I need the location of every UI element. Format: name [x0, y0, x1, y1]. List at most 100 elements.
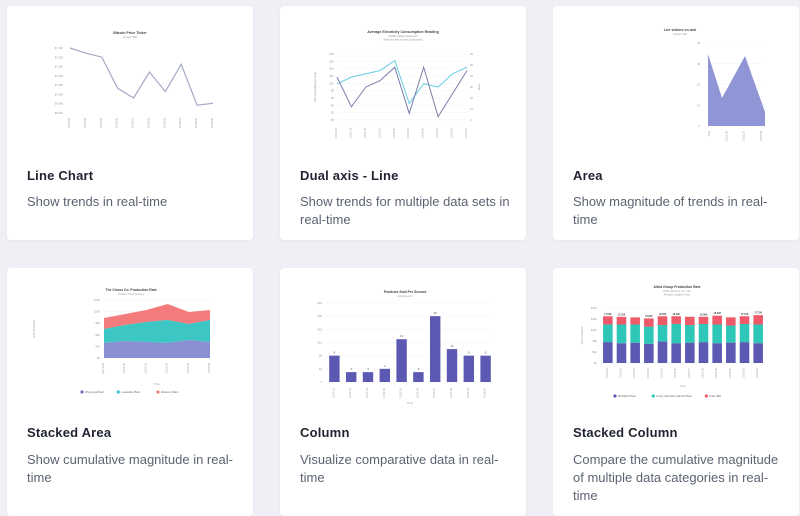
area-band-wyoming	[104, 340, 210, 358]
legend-label: Louisville Plant	[121, 390, 140, 394]
y-tick-label: $0	[97, 356, 100, 360]
x-axis-label: Time	[407, 401, 413, 405]
y-tick-label: $16	[330, 59, 335, 63]
y-tick-label: 40	[697, 41, 700, 45]
x-axis-label: Time	[154, 382, 160, 386]
stacked-column-card[interactable]: Altria Group Production Rate Philip Morri…	[553, 268, 799, 516]
series-line-rate	[336, 65, 468, 118]
x-tick-label: 13:56:03	[162, 117, 166, 128]
y-tick-label: 50	[470, 63, 473, 67]
x-tick-label: 13:56:06	[210, 117, 214, 128]
x-tick-label: 13:51:46	[363, 127, 367, 138]
x-tick-label: Start	[707, 131, 711, 137]
card-title: Line Chart	[27, 168, 94, 183]
y-tick-label: $20K	[591, 306, 597, 310]
y-tick-label: $6K	[95, 333, 100, 337]
column-bar	[345, 372, 357, 382]
x-tick-label: 13:52:16	[450, 127, 454, 138]
y-tick-label: $4K	[592, 350, 597, 354]
y-tick-label: 0	[470, 118, 472, 122]
legend-marker	[156, 390, 160, 394]
stacked-area-card[interactable]: The Clorox Co. Production Rate Product: P…	[7, 268, 253, 516]
x-tick-label: 13:56:00	[115, 117, 119, 128]
stack-segment-pala-hills	[726, 317, 736, 326]
chart-title: The Clorox Co. Production Rate	[105, 288, 156, 292]
y-tick-label: $10	[330, 81, 335, 85]
card-description: Compare the cumulative magnitude of mult…	[573, 452, 779, 503]
chart-title: Live visitors on web	[664, 28, 696, 32]
data-label: 8	[468, 351, 470, 355]
column-chart-card[interactable]: Products Sold Per Second Amazon.com $24 $20…	[280, 268, 526, 516]
card-title: Stacked Column	[573, 425, 678, 440]
y-tick-label: 40	[470, 74, 473, 78]
data-label: 3	[367, 367, 369, 371]
x-tick-label: 13:51:52	[619, 367, 623, 378]
legend-label: Richfield Plant	[618, 394, 636, 398]
y-tick-label: $7.05K	[55, 83, 63, 87]
area-band-louisville	[104, 320, 210, 343]
stack-segment-pala-hills	[616, 316, 627, 325]
y-tick-label: $12K	[591, 328, 597, 332]
stack-segment-crazy-mountain	[616, 324, 627, 344]
stack-segment-richfield	[671, 343, 681, 363]
column-bar	[446, 349, 458, 382]
y-tick-label: $9K	[95, 321, 100, 325]
y-tick-label: $15K	[94, 298, 100, 302]
chart-subtitle: Across USD	[123, 35, 137, 39]
chart-subtitle: Rate per watt is cents (computed)	[384, 38, 423, 42]
x-tick-label: 13:51:56	[759, 130, 763, 141]
card-title: Stacked Area	[27, 425, 112, 440]
stack-segment-richfield	[630, 342, 640, 363]
stack-segment-richfield	[644, 343, 654, 363]
y-tick-label: $4	[319, 367, 322, 371]
stack-segment-crazy-mountain	[712, 324, 722, 344]
y-tick-label: 0	[321, 380, 323, 384]
y-tick-label: $12	[318, 341, 323, 345]
x-tick-label: 13:52:11	[435, 127, 439, 137]
legend-label: Pala Hills	[709, 394, 721, 398]
data-label: 3	[418, 367, 420, 371]
series-line	[69, 47, 214, 106]
y-tick-label: $3K	[95, 344, 100, 348]
x-tick-label: 13:51:53	[365, 387, 369, 398]
series-line-watts	[336, 59, 468, 105]
area-chart-card[interactable]: Live visitors on web Across USA 40 30 20 10 0 S…	[553, 6, 799, 240]
x-tick-label: 13:52:00	[728, 367, 732, 378]
x-tick-label: 13:56:01	[131, 117, 135, 128]
stack-segment-richfield	[698, 342, 709, 363]
x-tick-label: 13:51:54	[382, 387, 386, 398]
chart-title: Average Electricity Consumption Reading	[367, 30, 439, 34]
y-tick-label: $18	[330, 52, 335, 56]
x-tick-label: 13:52:00	[483, 387, 487, 398]
total-label: 17,096	[604, 313, 612, 316]
legend-marker	[80, 390, 84, 394]
stacked-area-thumbnail: The Clorox Co. Production Rate Product: P…	[7, 268, 253, 408]
chart-subtitle: Philip Morris & Co., Ltd.	[663, 289, 691, 293]
total-label: 17,356	[618, 313, 626, 316]
card-description: Show trends for multiple data sets in re…	[300, 194, 510, 227]
dual-axis-line-card[interactable]: Average Electricity Consumption Reading N…	[280, 6, 526, 240]
x-tick-label: 13:51:51	[605, 367, 609, 378]
total-label: 18,098	[673, 313, 681, 316]
line-chart-card[interactable]: Bitcoin Price Ticker Across USD $7.30K $7.2…	[7, 6, 253, 240]
legend-marker	[704, 394, 708, 398]
card-title: Area	[573, 168, 603, 183]
x-tick-label: 13:51:59	[466, 387, 470, 398]
area-band-western	[104, 304, 210, 329]
stack-segment-richfield	[712, 343, 722, 363]
y-tick-label: 0	[699, 124, 701, 128]
column-thumbnail: Products Sold Per Second Amazon.com $24 $20…	[280, 268, 526, 408]
stack-segment-crazy-mountain	[685, 325, 695, 343]
stack-segment-richfield	[603, 342, 613, 363]
data-label: 20	[434, 311, 438, 315]
stack-segment-pala-hills	[698, 316, 709, 324]
stack-segment-richfield	[739, 342, 750, 363]
data-label: 10	[450, 344, 454, 348]
x-tick-label: 13:51:46	[122, 362, 126, 373]
x-tick-label: 13:55:58	[83, 117, 87, 128]
